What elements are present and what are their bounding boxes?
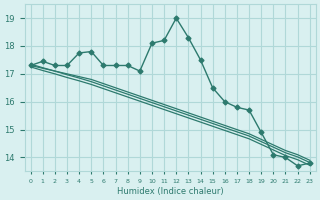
X-axis label: Humidex (Indice chaleur): Humidex (Indice chaleur) — [117, 187, 223, 196]
